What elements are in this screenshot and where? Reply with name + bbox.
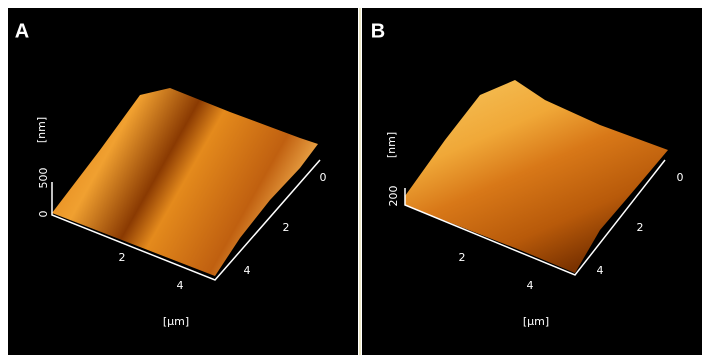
xy-unit: [µm]	[523, 315, 549, 328]
figure: A 0 500 [nm] 2 4 0 2 4 [µm] B 200 [nm] 2…	[0, 0, 706, 358]
x-tick-label: 4	[177, 279, 184, 292]
y-tick-label: 2	[283, 221, 290, 234]
panel-label: A	[15, 20, 29, 42]
y-tick-label: 2	[637, 221, 644, 234]
panel-label: B	[371, 20, 385, 42]
y-tick-label: 0	[677, 171, 684, 184]
xy-unit: [µm]	[163, 315, 189, 328]
z-tick-label: 200	[387, 186, 400, 207]
y-tick-label: 4	[244, 264, 251, 277]
x-tick-label: 2	[459, 251, 466, 264]
x-tick-label: 2	[119, 251, 126, 264]
z-tick-label: 500	[37, 168, 50, 189]
y-tick-label: 4	[597, 264, 604, 277]
z-tick-label: 0	[37, 211, 50, 218]
z-axis-label: [nm]	[385, 132, 398, 158]
y-tick-label: 0	[320, 171, 327, 184]
z-axis-label: [nm]	[35, 117, 48, 143]
x-tick-label: 4	[527, 279, 534, 292]
